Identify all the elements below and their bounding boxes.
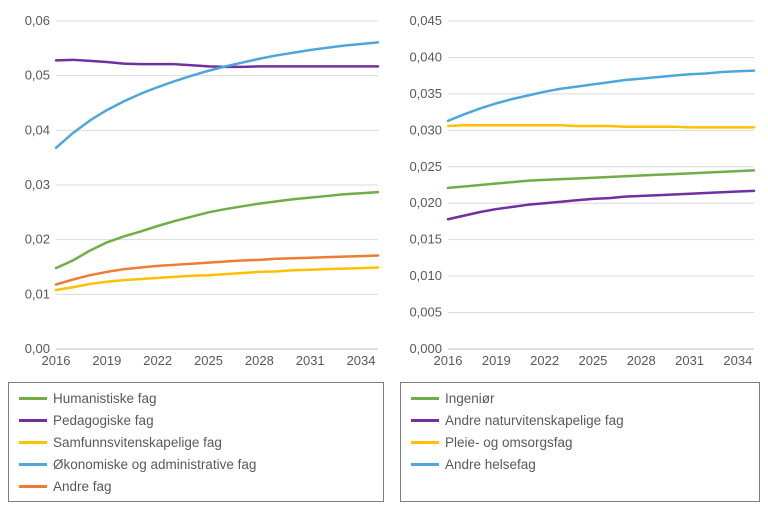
legend-swatch: [19, 419, 47, 422]
y-tick-label: 0,035: [409, 86, 442, 101]
y-tick-label: 0,030: [409, 122, 442, 137]
legend-item: Andre naturvitenskapelige fag: [411, 411, 749, 429]
series-line: [56, 42, 378, 148]
series-line: [56, 60, 378, 67]
legend-item: Pedagogiske fag: [19, 411, 373, 429]
y-tick-label: 0,05: [25, 68, 50, 83]
legend-swatch: [19, 397, 47, 400]
legend-swatch: [411, 441, 439, 444]
y-tick-label: 0,025: [409, 159, 442, 174]
x-tick-label: 2019: [92, 353, 121, 368]
y-tick-label: 0,06: [25, 13, 50, 28]
y-tick-label: 0,04: [25, 122, 50, 137]
series-line: [448, 191, 754, 219]
series-line: [448, 71, 754, 121]
y-tick-label: 0,040: [409, 49, 442, 64]
legend-label: Ingeniør: [445, 391, 495, 406]
legend-item: Ingeniør: [411, 389, 749, 407]
legend-label: Pedagogiske fag: [53, 413, 154, 428]
y-tick-label: 0,01: [25, 286, 50, 301]
chart-right: 0,0000,0050,0100,0150,0200,0250,0300,035…: [400, 8, 760, 378]
legend-item: Økonomiske og administrative fag: [19, 455, 373, 473]
x-tick-label: 2016: [434, 353, 463, 368]
series-line: [448, 125, 754, 127]
y-tick-label: 0,010: [409, 268, 442, 283]
y-tick-label: 0,045: [409, 13, 442, 28]
chart-left-cell: 0,000,010,020,030,040,050,06201620192022…: [8, 8, 384, 378]
legend-label: Humanistiske fag: [53, 391, 157, 406]
x-tick-label: 2034: [347, 353, 376, 368]
x-tick-label: 2016: [42, 353, 71, 368]
y-tick-label: 0,020: [409, 195, 442, 210]
legend-swatch: [411, 463, 439, 466]
legend-item: Samfunnsvitenskapelige fag: [19, 433, 373, 451]
legend-swatch: [19, 485, 47, 488]
x-tick-label: 2019: [482, 353, 511, 368]
y-tick-label: 0,005: [409, 305, 442, 320]
x-tick-label: 2025: [578, 353, 607, 368]
x-tick-label: 2022: [143, 353, 172, 368]
legend-row: Humanistiske fag Pedagogiske fag Samfunnsv…: [0, 378, 768, 510]
legend-swatch: [411, 419, 439, 422]
y-tick-label: 0,015: [409, 232, 442, 247]
y-tick-label: 0,03: [25, 177, 50, 192]
legend-swatch: [411, 397, 439, 400]
page: 0,000,010,020,030,040,050,06201620192022…: [0, 0, 768, 503]
legend-label: Andre helsefag: [445, 457, 536, 472]
legend-label: Andre naturvitenskapelige fag: [445, 413, 624, 428]
legend-swatch: [19, 441, 47, 444]
x-tick-label: 2022: [530, 353, 559, 368]
chart-left: 0,000,010,020,030,040,050,06201620192022…: [8, 8, 384, 378]
chart-right-cell: 0,0000,0050,0100,0150,0200,0250,0300,035…: [400, 8, 760, 378]
legend-item: Andre fag: [19, 477, 373, 495]
x-tick-label: 2031: [296, 353, 325, 368]
charts-row: 0,000,010,020,030,040,050,06201620192022…: [0, 0, 768, 378]
legend-swatch: [19, 463, 47, 466]
x-tick-label: 2031: [675, 353, 704, 368]
legend-item: Pleie- og omsorgsfag: [411, 433, 749, 451]
legend-label: Økonomiske og administrative fag: [53, 457, 256, 472]
legend-label: Pleie- og omsorgsfag: [445, 435, 573, 450]
legend-item: Andre helsefag: [411, 455, 749, 473]
series-line: [448, 170, 754, 187]
series-line: [56, 268, 378, 290]
legend-item: Humanistiske fag: [19, 389, 373, 407]
x-tick-label: 2025: [194, 353, 223, 368]
legend-right: Ingeniør Andre naturvitenskapelige fag Ple…: [400, 382, 760, 502]
x-tick-label: 2028: [245, 353, 274, 368]
legend-label: Samfunnsvitenskapelige fag: [53, 435, 222, 450]
x-tick-label: 2034: [723, 353, 752, 368]
y-tick-label: 0,02: [25, 232, 50, 247]
x-tick-label: 2028: [627, 353, 656, 368]
legend-left: Humanistiske fag Pedagogiske fag Samfunnsv…: [8, 382, 384, 502]
legend-label: Andre fag: [53, 479, 112, 494]
